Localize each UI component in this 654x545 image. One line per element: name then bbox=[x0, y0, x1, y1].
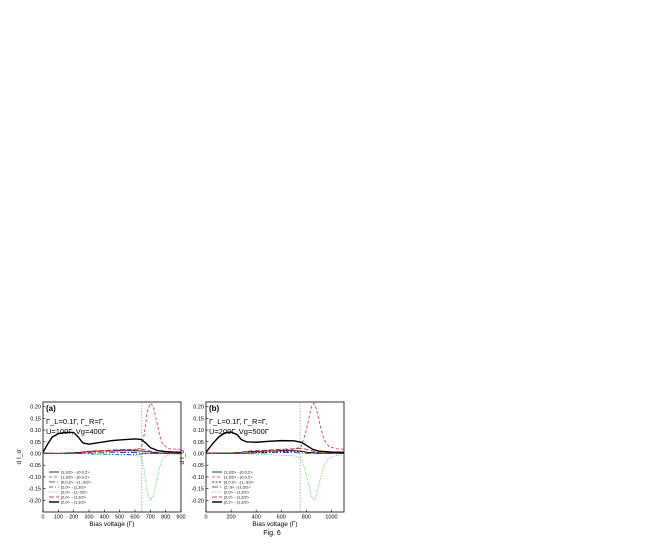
x-tick-label: 100 bbox=[54, 515, 63, 521]
legend-entry: |1,3/2>→|0,0,2> bbox=[61, 469, 90, 474]
x-tick-label: 900 bbox=[176, 515, 185, 521]
legend-entry: |2,0>→|1,3/2> bbox=[224, 489, 250, 494]
legend-entry: |0,0,2>→|1,-3/2> bbox=[61, 479, 92, 484]
y-tick-label: 0.00 bbox=[193, 451, 204, 457]
legend-entry: |2,0>→|1,3/2> bbox=[61, 494, 87, 499]
legend-entry: |2,-3>→|1,3/2> bbox=[224, 484, 251, 489]
legend-entry: |2,0>→|1,3/2> bbox=[61, 484, 87, 489]
y-tick-label: -0.15 bbox=[191, 487, 204, 493]
x-tick-label: 500 bbox=[115, 515, 124, 521]
legend-entry: |1,3/2>→|0,0,2> bbox=[224, 474, 253, 479]
series-line-6 bbox=[43, 448, 181, 454]
y-tick-label: -0.10 bbox=[28, 475, 41, 481]
panel-label: (a) bbox=[46, 404, 56, 413]
y-tick-label: 0.05 bbox=[193, 440, 204, 446]
x-tick-label: 600 bbox=[277, 515, 286, 521]
x-axis-label: Bias voltage (Γ) bbox=[252, 521, 297, 528]
x-tick-label: 300 bbox=[84, 515, 93, 521]
series-line-1 bbox=[43, 450, 181, 454]
legend-entry: |2,0>→|1,3/2> bbox=[224, 494, 250, 499]
y-axis-label: d I_σ bbox=[179, 450, 186, 465]
panel-b-chart: 0 200 400 600 800 1000 0.20 0.15 0.10 0.05 0.00 -0.… bbox=[179, 401, 345, 528]
series-line-7 bbox=[206, 431, 344, 454]
x-tick-label: 800 bbox=[302, 515, 311, 521]
parameter-annotation: U=200Γ, Vg=500Γ bbox=[209, 427, 269, 436]
panel-a-chart: 0 100 200 300 400 500 600 700 800 900 0.20 0.15 0.10… bbox=[16, 401, 186, 528]
x-tick-label: 0 bbox=[204, 515, 207, 521]
figure-caption: Fig. 6 bbox=[263, 530, 281, 537]
y-tick-label: 0.20 bbox=[30, 405, 41, 411]
legend-entry: |2,0>→|1,-3/2> bbox=[61, 489, 88, 494]
x-tick-label: 0 bbox=[41, 515, 44, 521]
series-line-2 bbox=[206, 402, 344, 454]
plot-frame bbox=[205, 401, 345, 513]
y-tick-label: -0.15 bbox=[28, 487, 41, 493]
x-tick-label: 1000 bbox=[325, 515, 337, 521]
y-tick-label: -0.05 bbox=[28, 463, 41, 469]
x-tick-label: 800 bbox=[161, 515, 170, 521]
series-group bbox=[43, 402, 181, 501]
x-tick-label: 400 bbox=[100, 515, 109, 521]
x-tick-label: 600 bbox=[130, 515, 139, 521]
x-axis-label: Bias voltage (Γ) bbox=[89, 521, 134, 528]
panel-label: (b) bbox=[209, 404, 220, 413]
y-tick-label: 0.15 bbox=[30, 416, 41, 422]
y-tick-label: 0.05 bbox=[30, 440, 41, 446]
x-tick-label: 200 bbox=[226, 515, 235, 521]
series-group bbox=[206, 402, 344, 501]
parameter-annotation: Γ_L=0.1Γ, Γ_R=Γ, bbox=[209, 417, 267, 426]
x-tick-label: 700 bbox=[146, 515, 155, 521]
x-tick-label: 200 bbox=[69, 515, 78, 521]
y-tick-label: 0.20 bbox=[193, 405, 204, 411]
y-tick-label: -0.10 bbox=[191, 475, 204, 481]
legend-entry: |1,3/2>→|0,0,2> bbox=[61, 474, 90, 479]
plot-frame bbox=[42, 401, 182, 513]
series-line-2 bbox=[43, 402, 181, 454]
y-tick-label: 0.00 bbox=[30, 451, 41, 457]
legend-entry: |1,3/2>→|0,0,2> bbox=[224, 469, 253, 474]
legend-entry: |2,2>→|1,3/2> bbox=[224, 499, 250, 504]
y-tick-label: 0.15 bbox=[193, 416, 204, 422]
series-line-4 bbox=[206, 452, 344, 454]
series-line-3 bbox=[206, 450, 344, 454]
series-line-7 bbox=[43, 431, 181, 454]
series-line-6 bbox=[206, 447, 344, 454]
parameter-annotation: U=100Γ, Vg=400Γ bbox=[46, 427, 106, 436]
legend-entry: |2,0>→|1,3/2> bbox=[61, 499, 87, 504]
parameter-annotation: Γ_L=0.1Γ, Γ_R=Γ, bbox=[46, 417, 104, 426]
y-tick-label: -0.20 bbox=[28, 498, 41, 504]
y-tick-label: -0.20 bbox=[191, 498, 204, 504]
y-tick-label: -0.05 bbox=[191, 463, 204, 469]
series-line-5 bbox=[206, 453, 344, 501]
x-tick-label: 400 bbox=[252, 515, 261, 521]
legend-entry: |0,0,2>→|1,-3/2> bbox=[224, 479, 255, 484]
y-axis-label: d I_σ bbox=[16, 450, 23, 465]
y-tick-label: 0.10 bbox=[30, 428, 41, 434]
y-tick-label: 0.10 bbox=[193, 428, 204, 434]
series-line-5 bbox=[43, 453, 181, 501]
